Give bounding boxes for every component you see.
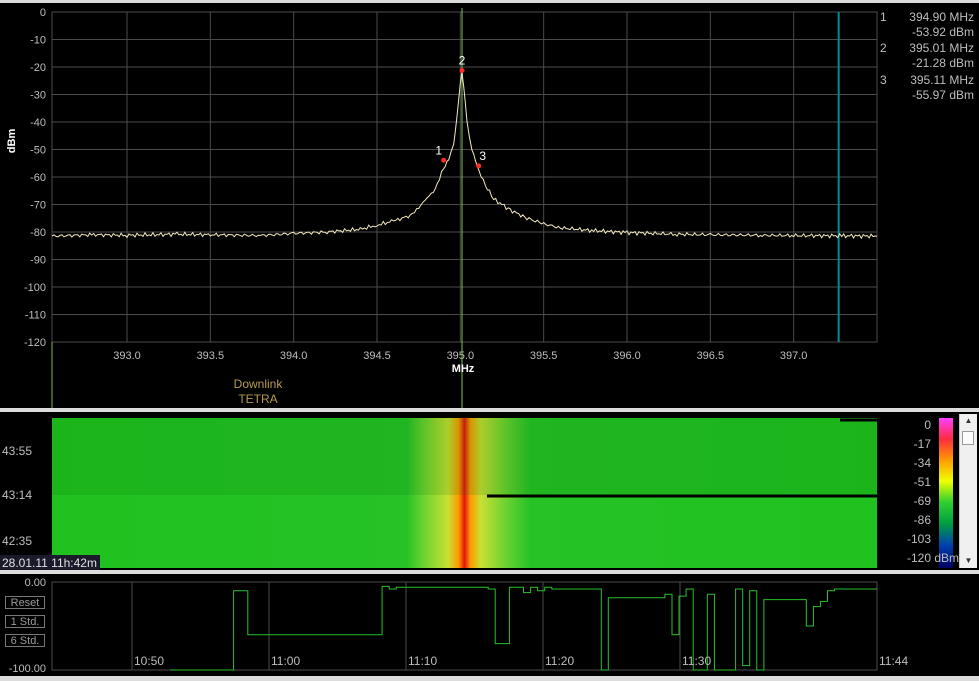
history-x-tick-label: 11:44 — [879, 654, 908, 668]
colorbar-tick-label: -103 — [907, 532, 931, 546]
history-x-tick-label: 11:10 — [408, 654, 437, 668]
y-tick-label: -20 — [30, 62, 46, 74]
colorbar-tick-label: -17 — [914, 437, 932, 451]
marker-readout-3: 3 395.11 MHz -55.97 dBm — [880, 73, 974, 102]
history-frame — [51, 581, 878, 671]
colorbar — [939, 418, 953, 568]
marker-readout-id: 1 — [880, 10, 887, 24]
waterfall-timestamp-bg — [0, 555, 100, 570]
history-y-max: 0.00 — [25, 577, 46, 589]
spectrum-grid — [51, 11, 878, 408]
waterfall-image[interactable] — [52, 418, 877, 568]
marker-2-point — [459, 68, 465, 74]
y-tick-label: -40 — [30, 117, 46, 129]
colorbar-tick-label: -86 — [914, 513, 932, 527]
waterfall-timestamp: 28.01.11 11h:42m — [2, 556, 97, 570]
y-tick-label: -110 — [25, 310, 46, 322]
history-x-tick-label: 10:50 — [134, 654, 164, 668]
marker-2-label: 2 — [459, 54, 466, 68]
marker-readout-id: 2 — [880, 41, 887, 55]
x-tick-label: 393.0 — [113, 350, 141, 362]
marker-readout-id: 3 — [880, 73, 887, 87]
y-tick-label: 0 — [40, 7, 46, 19]
six-std-button[interactable]: 6 Std. — [5, 634, 45, 647]
marker-1-label: 1 — [435, 143, 442, 157]
spectrum-panel: 0 -10 -20 -30 -40 -50 -60 -70 -80 -90 -100 -110 -120… — [0, 3, 979, 408]
x-tick-label: 396.0 — [613, 350, 641, 362]
marker-readout-freq: 395.01 MHz — [909, 41, 974, 55]
history-panel: 0.00 -100.00 10:50 11:00 11:10 11:20 11:30 11… — [0, 574, 979, 676]
y-tick-label: -100 — [24, 282, 46, 294]
y-tick-label: -70 — [30, 200, 46, 212]
marker-readout-1: 1 394.90 MHz -53.92 dBm — [880, 10, 974, 39]
x-tick-label: 396.5 — [697, 350, 725, 362]
history-x-tick-label: 11:00 — [271, 654, 300, 668]
reset-button[interactable]: Reset — [5, 596, 45, 609]
colorbar-tick-label: -69 — [914, 494, 932, 508]
waterfall-band-top — [52, 418, 877, 495]
history-trace — [170, 585, 877, 671]
x-tick-label: 394.5 — [363, 350, 391, 362]
marker-3-label: 3 — [479, 149, 486, 163]
scroll-up-icon[interactable]: ▲ — [964, 416, 973, 425]
marker-readout-level: -55.97 dBm — [912, 88, 974, 102]
marker-3-point — [476, 163, 482, 169]
waterfall-panel: 43:55 43:14 42:35 28.01.11 11h:42m 0 -17 -… — [0, 412, 979, 570]
y-tick-label: -60 — [30, 172, 46, 184]
history-x-tick-label: 11:20 — [545, 654, 574, 668]
colorbar-tick-label: -51 — [914, 475, 932, 489]
marker-readout-2: 2 395.01 MHz -21.28 dBm — [880, 41, 974, 70]
y-tick-label: -120 — [24, 337, 46, 349]
history-chart[interactable]: 0.00 -100.00 10:50 11:00 11:10 11:20 11:30 11… — [0, 574, 979, 676]
marker-readout-freq: 394.90 MHz — [909, 10, 974, 24]
waterfall-scrollbar[interactable]: ▲ ▼ — [959, 414, 977, 568]
x-tick-label: 397.0 — [780, 350, 808, 362]
marker-readout-level: -53.92 dBm — [912, 25, 974, 39]
marker-readout-freq: 395.11 MHz — [910, 73, 974, 87]
waterfall-time-label: 43:14 — [2, 488, 32, 502]
history-y-min: -100.00 — [9, 663, 46, 675]
y-tick-label: -80 — [30, 227, 46, 239]
x-tick-label: 393.5 — [197, 350, 225, 362]
history-x-ticks: 10:50 11:00 11:10 11:20 11:30 11:44 — [134, 654, 908, 668]
waterfall-time-label: 43:55 — [2, 444, 32, 458]
band-label-tetra: TETRA — [238, 392, 277, 406]
y-tick-label: -50 — [30, 145, 46, 157]
spectrum-trace — [51, 70, 878, 240]
marker-1-point — [441, 157, 447, 163]
waterfall-chart[interactable]: 43:55 43:14 42:35 28.01.11 11h:42m 0 -17 -… — [0, 412, 979, 570]
scroll-thumb[interactable] — [962, 431, 974, 445]
history-x-tick-label: 11:30 — [682, 654, 711, 668]
colorbar-tick-label: -120 dBm — [907, 551, 959, 565]
history-grid — [51, 581, 878, 671]
y-tick-label: -30 — [30, 90, 46, 102]
x-axis-label: MHz — [452, 363, 475, 375]
spectrum-markers: 1 2 3 — [435, 54, 486, 169]
y-tick-label: -10 — [30, 35, 46, 47]
x-tick-label: 395.5 — [530, 350, 558, 362]
spectrum-x-ticks: 393.0 393.5 394.0 394.5 395.0 395.5 396.0 396.5… — [113, 350, 807, 362]
colorbar-tick-label: 0 — [924, 418, 931, 432]
band-label-downlink: Downlink — [234, 377, 284, 391]
one-std-button[interactable]: 1 Std. — [5, 615, 45, 628]
marker-readout-level: -21.28 dBm — [912, 56, 974, 70]
y-axis-label: dBm — [6, 129, 18, 154]
spectrum-chart[interactable]: 0 -10 -20 -30 -40 -50 -60 -70 -80 -90 -100 -110 -120… — [0, 3, 979, 408]
colorbar-tick-label: -34 — [914, 456, 932, 470]
scroll-down-icon[interactable]: ▼ — [964, 556, 973, 565]
spectrum-y-ticks: 0 -10 -20 -30 -40 -50 -60 -70 -80 -90 -100 -110 -120 — [24, 7, 46, 349]
x-tick-label: 394.0 — [280, 350, 308, 362]
colorbar-ticks: 0 -17 -34 -51 -69 -86 -103 -120 dBm — [907, 418, 959, 565]
x-tick-label: 395.0 — [447, 350, 475, 362]
y-tick-label: -90 — [30, 255, 46, 267]
waterfall-time-label: 42:35 — [2, 534, 32, 548]
